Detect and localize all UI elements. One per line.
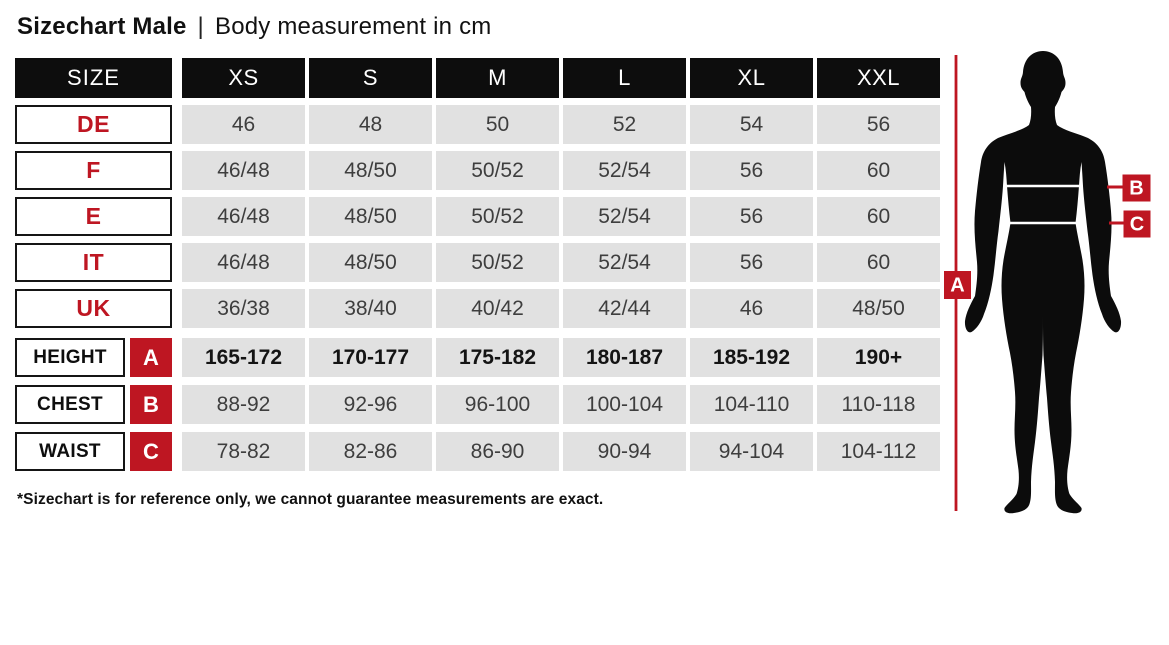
size-value-cell: 48/50 [817, 289, 940, 328]
table-row-uk: UK 36/38 38/40 40/42 42/44 46 48/50 [15, 289, 940, 328]
measurement-label-chest: CHEST [15, 385, 125, 424]
size-value-cell: 60 [817, 243, 940, 282]
size-value-cell: 46 [690, 289, 813, 328]
title-main: Sizechart Male [17, 13, 187, 40]
table-row-height: HEIGHT A 165-172 170-177 175-182 180-187… [15, 338, 940, 377]
table-row-de: DE 46 48 50 52 54 56 [15, 105, 940, 144]
size-value-cell: 38/40 [309, 289, 432, 328]
marker-c-label: C [1130, 214, 1144, 236]
column-header-l: L [563, 58, 686, 98]
height-value-cell: 180-187 [563, 338, 686, 377]
measurement-label-waist: WAIST [15, 432, 125, 471]
country-label-e: E [15, 197, 172, 236]
size-value-cell: 46 [182, 105, 305, 144]
marker-a-badge: A [944, 271, 971, 299]
waist-value-cell: 104-112 [817, 432, 940, 471]
measurement-letter-badge-b: B [130, 385, 172, 424]
size-value-cell: 56 [690, 197, 813, 236]
title-subtitle: Body measurement in cm [214, 13, 492, 40]
size-value-cell: 54 [690, 105, 813, 144]
size-value-cell: 60 [817, 197, 940, 236]
table-row-waist: WAIST C 78-82 82-86 86-90 90-94 94-104 1… [15, 432, 940, 471]
size-value-cell: 52/54 [563, 197, 686, 236]
measurement-label-height: HEIGHT [15, 338, 125, 377]
size-value-cell: 36/38 [182, 289, 305, 328]
measurement-letter-badge-a: A [130, 338, 172, 377]
country-label-de: DE [15, 105, 172, 144]
size-value-cell: 50/52 [436, 197, 559, 236]
column-header-xs: XS [182, 58, 305, 98]
size-corner-cell: SIZE [15, 58, 172, 98]
size-value-cell: 52/54 [563, 151, 686, 190]
chest-value-cell: 92-96 [309, 385, 432, 424]
marker-b-label: B [1129, 178, 1143, 200]
size-table: SIZE XS S M L XL XXL DE 46 48 50 52 54 5… [15, 58, 940, 479]
marker-a-label: A [950, 275, 964, 297]
chest-value-cell: 88-92 [182, 385, 305, 424]
size-value-cell: 48/50 [309, 151, 432, 190]
column-header-m: M [436, 58, 559, 98]
chest-value-cell: 110-118 [817, 385, 940, 424]
size-value-cell: 48/50 [309, 243, 432, 282]
size-value-cell: 52/54 [563, 243, 686, 282]
table-row-f: F 46/48 48/50 50/52 52/54 56 60 [15, 151, 940, 190]
size-value-cell: 56 [817, 105, 940, 144]
height-value-cell: 170-177 [309, 338, 432, 377]
size-value-cell: 46/48 [182, 243, 305, 282]
page-title: Sizechart Male | Body measurement in cm [17, 13, 492, 41]
column-header-s: S [309, 58, 432, 98]
size-value-cell: 52 [563, 105, 686, 144]
size-value-cell: 60 [817, 151, 940, 190]
size-value-cell: 56 [690, 243, 813, 282]
marker-b-badge: B [1122, 174, 1151, 202]
country-label-f: F [15, 151, 172, 190]
waist-value-cell: 78-82 [182, 432, 305, 471]
size-value-cell: 46/48 [182, 197, 305, 236]
column-header-xxl: XXL [817, 58, 940, 98]
male-silhouette-figure: A B C [940, 45, 1169, 520]
waist-value-cell: 90-94 [563, 432, 686, 471]
size-value-cell: 40/42 [436, 289, 559, 328]
table-row-e: E 46/48 48/50 50/52 52/54 56 60 [15, 197, 940, 236]
size-value-cell: 56 [690, 151, 813, 190]
chest-value-cell: 100-104 [563, 385, 686, 424]
size-value-cell: 48 [309, 105, 432, 144]
height-value-cell: 190+ [817, 338, 940, 377]
size-value-cell: 46/48 [182, 151, 305, 190]
size-value-cell: 42/44 [563, 289, 686, 328]
waist-value-cell: 94-104 [690, 432, 813, 471]
measurement-letter-badge-c: C [130, 432, 172, 471]
chest-value-cell: 104-110 [690, 385, 813, 424]
marker-c-badge: C [1123, 210, 1151, 238]
table-row-it: IT 46/48 48/50 50/52 52/54 56 60 [15, 243, 940, 282]
table-row-chest: CHEST B 88-92 92-96 96-100 100-104 104-1… [15, 385, 940, 424]
size-value-cell: 50 [436, 105, 559, 144]
body-measurement-diagram: A B C [944, 51, 1151, 514]
size-value-cell: 48/50 [309, 197, 432, 236]
silhouette-shape [964, 51, 1122, 514]
height-value-cell: 185-192 [690, 338, 813, 377]
size-value-cell: 50/52 [436, 151, 559, 190]
waist-value-cell: 82-86 [309, 432, 432, 471]
title-separator: | [197, 13, 204, 40]
height-value-cell: 165-172 [182, 338, 305, 377]
size-value-cell: 50/52 [436, 243, 559, 282]
country-label-it: IT [15, 243, 172, 282]
chest-value-cell: 96-100 [436, 385, 559, 424]
column-header-xl: XL [690, 58, 813, 98]
country-label-uk: UK [15, 289, 172, 328]
height-value-cell: 175-182 [436, 338, 559, 377]
table-header-row: SIZE XS S M L XL XXL [15, 58, 940, 98]
footnote: *Sizechart is for reference only, we can… [17, 491, 604, 508]
waist-value-cell: 86-90 [436, 432, 559, 471]
